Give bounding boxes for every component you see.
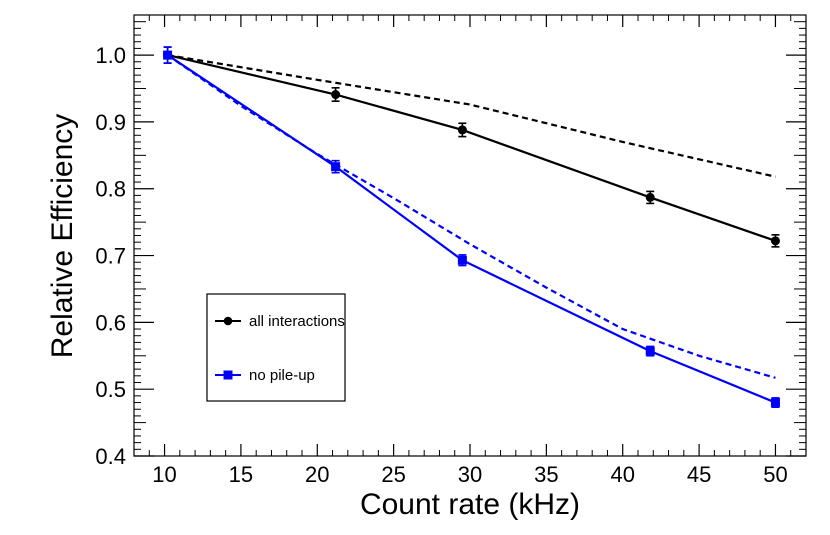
no-pile-up-point-4 <box>770 398 780 408</box>
y-tick-label-0-5: 0.5 <box>95 377 126 402</box>
y-tick-label-0-7: 0.7 <box>95 244 126 269</box>
axis-tick-labels: 10 15 20 25 30 35 40 45 50 0.4 0.5 0.6 0.7 0.8 0.9 1.0 <box>95 43 787 487</box>
legend-marker-no-pile-up <box>223 370 233 380</box>
legend: all interactions no pile-up <box>206 293 346 402</box>
all-interactions-line <box>167 54 776 242</box>
y-tick-label-1: 1.0 <box>95 43 126 68</box>
all-interactions-point-4 <box>770 236 780 246</box>
x-tick-label-50: 50 <box>763 462 787 487</box>
y-tick-label-0-8: 0.8 <box>95 177 126 202</box>
x-tick-label-35: 35 <box>534 462 558 487</box>
all-interactions-point-3 <box>645 192 655 202</box>
all-interactions-point-2 <box>457 125 467 135</box>
legend-box <box>206 293 346 402</box>
y-tick-label-0-6: 0.6 <box>95 310 126 335</box>
x-tick-label-20: 20 <box>305 462 329 487</box>
data-series <box>163 46 780 409</box>
legend-label-no-pile-up: no pile-up <box>249 367 315 384</box>
no-pile-up-point-3 <box>645 346 655 356</box>
x-tick-label-45: 45 <box>687 462 711 487</box>
y-tick-label-0-4: 0.4 <box>95 444 126 469</box>
legend-label-all-interactions: all interactions <box>249 313 345 330</box>
no-pile-up-point-2 <box>457 255 467 265</box>
y-tick-label-0-9: 0.9 <box>95 110 126 135</box>
x-tick-label-40: 40 <box>610 462 634 487</box>
x-tick-label-10: 10 <box>152 462 176 487</box>
no-pile-up-point-1 <box>331 162 341 172</box>
x-axis-title: Count rate (kHz) <box>360 488 580 521</box>
no-pile-up-point-0 <box>163 50 173 60</box>
x-tick-label-30: 30 <box>458 462 482 487</box>
legend-marker-all-interactions <box>223 316 233 326</box>
model-curves <box>166 54 776 379</box>
all-interactions-point-1 <box>331 90 341 100</box>
no-pile-up-model-curve <box>166 54 776 379</box>
x-tick-label-15: 15 <box>229 462 253 487</box>
y-axis-title: Relative Efficiency <box>46 114 79 359</box>
axis-ticks <box>134 15 806 457</box>
all-interactions-model-curve <box>167 54 776 178</box>
x-tick-label-25: 25 <box>381 462 405 487</box>
